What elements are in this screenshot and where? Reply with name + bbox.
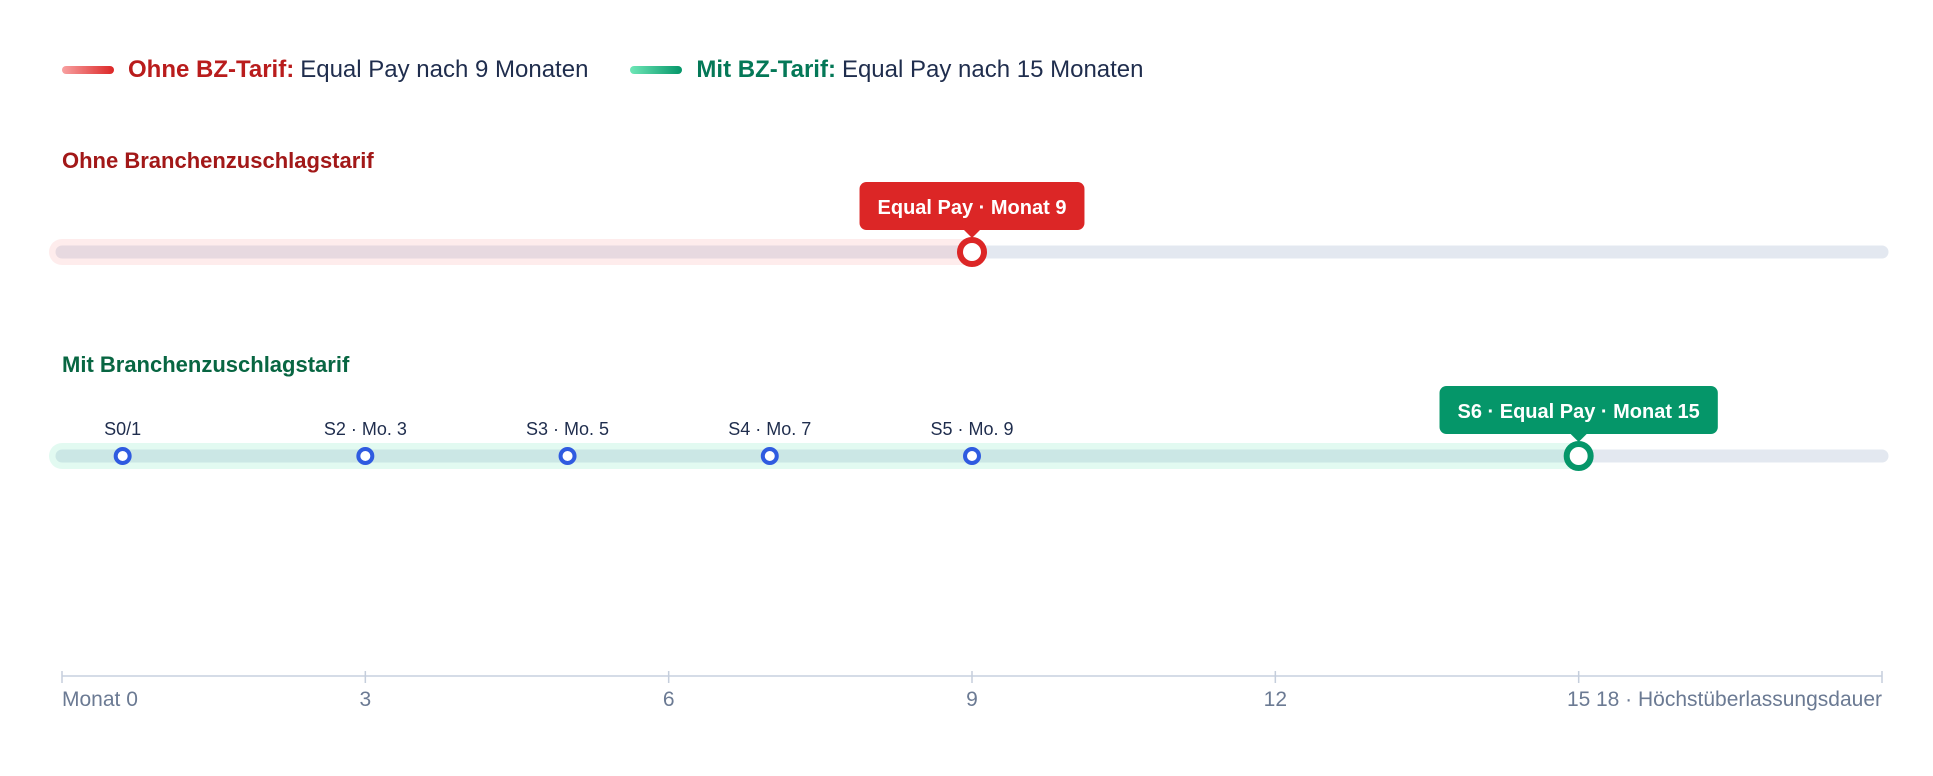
- x-tick-label: 3: [359, 688, 371, 711]
- milestone-label: S4 · Mo. 7: [728, 419, 811, 439]
- legend-item-ohne: Ohne BZ-Tarif: Equal Pay nach 9 Monaten: [62, 56, 588, 84]
- milestone-label: S5 · Mo. 9: [930, 419, 1013, 439]
- end-marker: [957, 237, 987, 267]
- end-marker: [1563, 441, 1594, 471]
- x-tick-label: 18 · Höchstüberlassungsdauer: [1596, 688, 1882, 711]
- end-badge: S6 · Equal Pay · Monat 15: [1439, 386, 1718, 442]
- end-badge-pointer: [1570, 434, 1587, 442]
- legend-swatch-green: [630, 66, 683, 74]
- end-badge-box: [1439, 386, 1718, 434]
- legend-swatch-red: [62, 66, 114, 74]
- milestone-marker: [558, 447, 577, 465]
- milestone-marker: [356, 447, 375, 465]
- milestone-label: S3 · Mo. 5: [526, 419, 609, 439]
- milestone-label: S0/1: [104, 419, 141, 439]
- end-badge-box: [859, 182, 1085, 230]
- legend-key: Ohne BZ-Tarif:: [128, 56, 295, 83]
- end-badge-pointer: [964, 230, 980, 238]
- x-tick-label: 6: [663, 688, 675, 711]
- series-title-mit: Mit Branchenzuschlagstarif: [62, 352, 350, 377]
- milestone-label: S2 · Mo. 3: [324, 419, 407, 439]
- end-badge: Equal Pay · Monat 9: [859, 182, 1085, 238]
- x-tick-label: 12: [1264, 688, 1287, 711]
- x-tick-label: 15: [1567, 688, 1590, 711]
- x-tick-label: Monat 0: [62, 688, 138, 711]
- legend: Ohne BZ-Tarif: Equal Pay nach 9 Monaten …: [62, 52, 1144, 88]
- milestone-marker: [963, 447, 981, 465]
- x-tick-label: 9: [966, 688, 978, 711]
- legend-key: Mit BZ-Tarif:: [696, 56, 836, 83]
- series-title-ohne: Ohne Branchenzuschlagstarif: [62, 148, 374, 173]
- end-badge-label: Equal Pay · Monat 9: [878, 197, 1067, 219]
- legend-item-mit: Mit BZ-Tarif: Equal Pay nach 15 Monaten: [630, 56, 1144, 84]
- milestone-marker: [113, 447, 132, 465]
- milestone-marker: [760, 447, 779, 465]
- legend-text: Equal Pay nach 9 Monaten: [300, 56, 589, 83]
- legend-text: Equal Pay nach 15 Monaten: [841, 56, 1144, 83]
- end-badge-label: S6 · Equal Pay · Monat 15: [1458, 401, 1700, 423]
